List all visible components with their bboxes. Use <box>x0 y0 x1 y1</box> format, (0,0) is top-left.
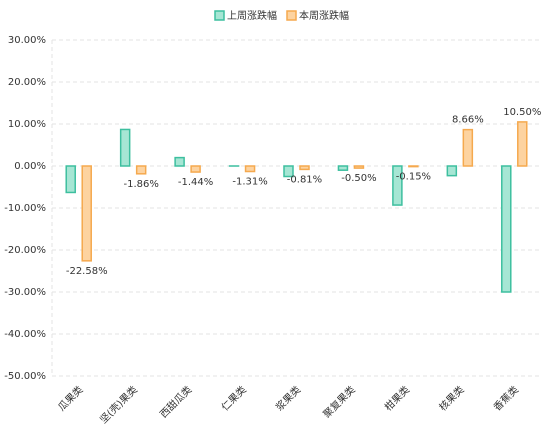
bar <box>81 165 92 262</box>
bar <box>501 165 512 293</box>
value-label: -1.31% <box>232 177 267 188</box>
y-tick-label: -20.00% <box>4 245 46 256</box>
legend-swatch <box>214 10 225 21</box>
bar <box>353 165 365 169</box>
x-tick-label: 核果类 <box>436 383 466 413</box>
y-tick-label: -50.00% <box>4 371 46 382</box>
bar <box>299 165 310 171</box>
x-tick-label: 香蕉类 <box>491 383 521 413</box>
bar <box>337 165 349 171</box>
legend-label: 本周涨跌幅 <box>299 9 349 22</box>
x-tick-label: 柑果类 <box>382 383 412 413</box>
value-label: -0.50% <box>341 173 376 184</box>
bar <box>446 165 458 177</box>
value-label: 8.66% <box>452 115 484 126</box>
bar <box>174 156 185 167</box>
x-tick-label: 坚(壳)果类 <box>97 383 140 426</box>
bar <box>283 165 294 178</box>
value-label: -0.81% <box>287 174 322 185</box>
y-tick-label: 20.00% <box>8 77 46 88</box>
bar <box>119 128 131 167</box>
bar <box>135 165 147 175</box>
bar <box>408 165 419 168</box>
legend-label: 上周涨跌幅 <box>227 9 277 22</box>
bar <box>244 165 256 173</box>
x-tick-label: 仁果类 <box>218 383 248 413</box>
x-tick-label: 西甜瓜类 <box>157 383 194 420</box>
legend-swatch <box>286 10 297 21</box>
bar <box>190 165 201 173</box>
y-tick-label: -40.00% <box>4 329 46 340</box>
bar <box>517 121 528 167</box>
value-label: -22.58% <box>66 266 108 277</box>
y-tick-label: 10.00% <box>8 119 46 130</box>
bar <box>462 128 474 167</box>
x-tick-label: 瓜果类 <box>55 383 85 413</box>
value-label: -0.15% <box>396 172 431 183</box>
value-label: -1.86% <box>123 179 158 190</box>
x-tick-label: 聚复果类 <box>320 383 357 420</box>
y-tick-label: -30.00% <box>4 287 46 298</box>
x-tick-label: 浆果类 <box>273 383 303 413</box>
y-tick-label: -10.00% <box>4 203 46 214</box>
bar <box>65 165 76 194</box>
y-tick-label: 0.00% <box>14 161 46 172</box>
y-tick-label: 30.00% <box>8 35 46 46</box>
value-label: -1.44% <box>178 177 213 188</box>
value-label: 10.50% <box>503 107 541 118</box>
bar <box>392 165 403 206</box>
